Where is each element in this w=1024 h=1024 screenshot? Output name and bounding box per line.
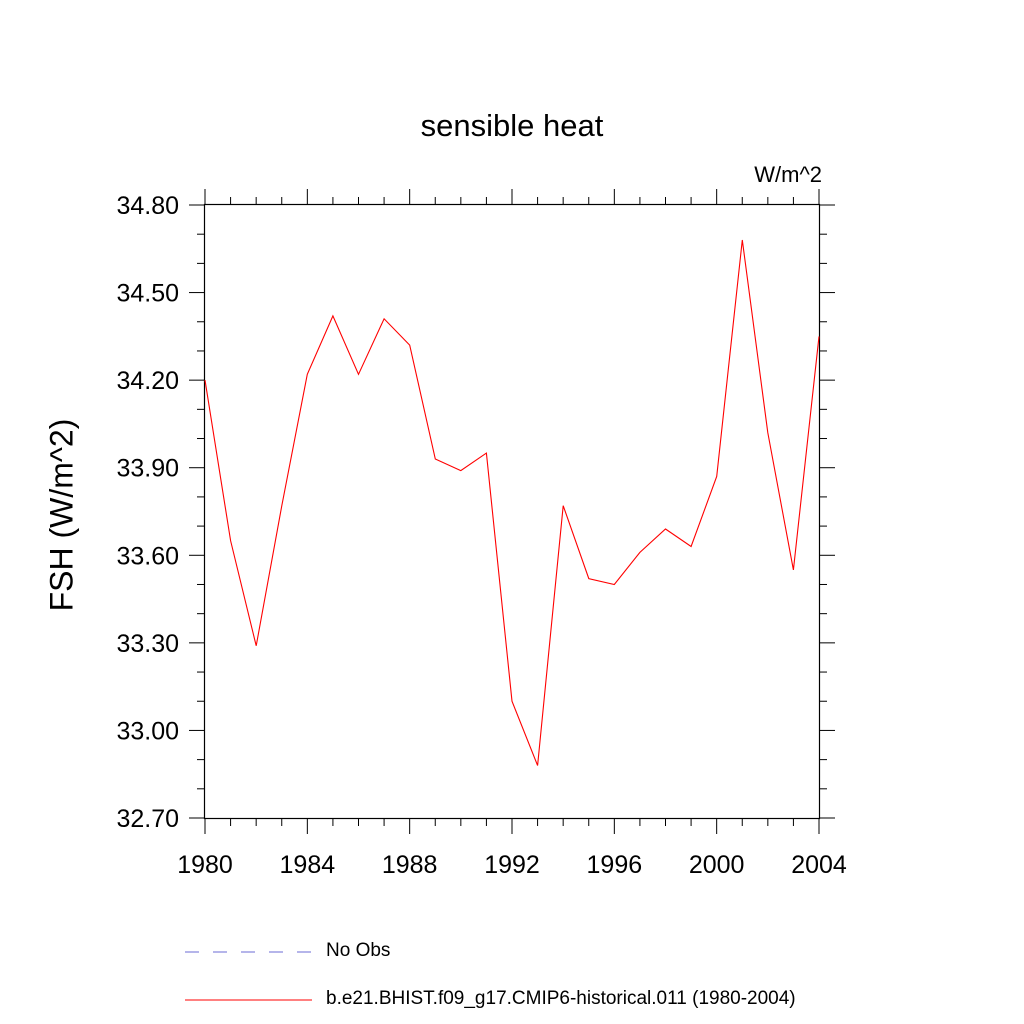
series-line <box>204 239 820 766</box>
x-tick-label: 2004 <box>791 851 847 879</box>
legend <box>185 951 312 1001</box>
chart-title: sensible heat <box>420 108 604 143</box>
y-tick-label: 33.30 <box>116 630 179 658</box>
x-tick-label: 1984 <box>280 851 336 879</box>
axes: 1980 1984 1988 1992 1996 2000 2004 34.80 34.50 34… <box>116 189 847 879</box>
y-tick-label: 32.70 <box>116 805 179 833</box>
y-tick-label: 33.00 <box>116 717 179 745</box>
x-tick-label: 1996 <box>587 851 643 879</box>
plot-frame <box>203 203 821 820</box>
legend-label: No Obs <box>326 940 391 961</box>
y-tick-label: 34.20 <box>116 367 179 395</box>
x-tick-label: 1980 <box>177 851 233 879</box>
x-tick-label: 1992 <box>484 851 540 879</box>
series-layer <box>204 239 820 766</box>
y-tick-label: 34.80 <box>116 192 179 220</box>
x-tick-label: 1988 <box>382 851 438 879</box>
y-tick-label: 33.60 <box>116 542 179 570</box>
units-label: W/m^2 <box>754 162 822 187</box>
legend-label: b.e21.BHIST.f09_g17.CMIP6-historical.011… <box>326 988 796 1009</box>
y-tick-label: 33.90 <box>116 455 179 483</box>
x-tick-label: 2000 <box>689 851 745 879</box>
y-tick-label: 34.50 <box>116 280 179 308</box>
